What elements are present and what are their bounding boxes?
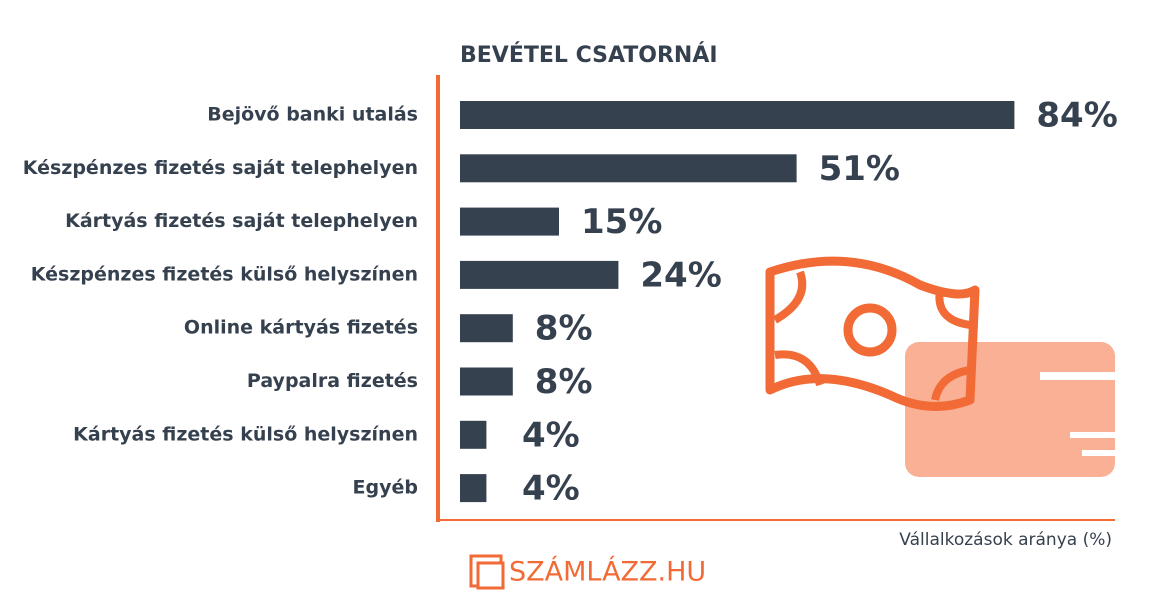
money-icon — [765, 256, 1115, 477]
bar — [460, 101, 1015, 129]
category-label: Kártyás fizetés saját telephelyen — [65, 210, 418, 232]
value-label: 4% — [522, 415, 580, 455]
value-label: 8% — [535, 362, 593, 402]
bar — [460, 207, 559, 236]
category-label: Egyéb — [353, 477, 418, 499]
brand: SZÁMLÁZZ.HU — [509, 556, 706, 588]
value-label: 24% — [640, 255, 721, 295]
value-label: 8% — [535, 309, 593, 349]
category-label: Kártyás fizetés külső helyszínen — [73, 423, 418, 445]
value-label: 51% — [819, 149, 900, 189]
value-label: 4% — [522, 469, 580, 509]
chart-title: BEVÉTEL CSATORNÁI — [460, 42, 718, 68]
bar — [460, 314, 513, 343]
value-label: 15% — [581, 202, 662, 242]
bar — [460, 367, 513, 396]
logo-icon — [469, 554, 505, 590]
category-label: Online kártyás fizetés — [184, 317, 418, 339]
bar — [460, 420, 487, 449]
bar — [460, 154, 797, 183]
category-label: Készpénzes fizetés saját telephelyen — [23, 157, 418, 179]
category-label: Bejövő banki utalás — [207, 104, 418, 126]
category-label: Paypalra fizetés — [247, 370, 418, 392]
bar — [460, 474, 487, 503]
bar — [460, 260, 619, 289]
category-label: Készpénzes fizetés külső helyszínen — [31, 263, 418, 285]
x-axis-label: Vállalkozások aránya (%) — [899, 530, 1112, 550]
value-label: 84% — [1036, 96, 1117, 136]
